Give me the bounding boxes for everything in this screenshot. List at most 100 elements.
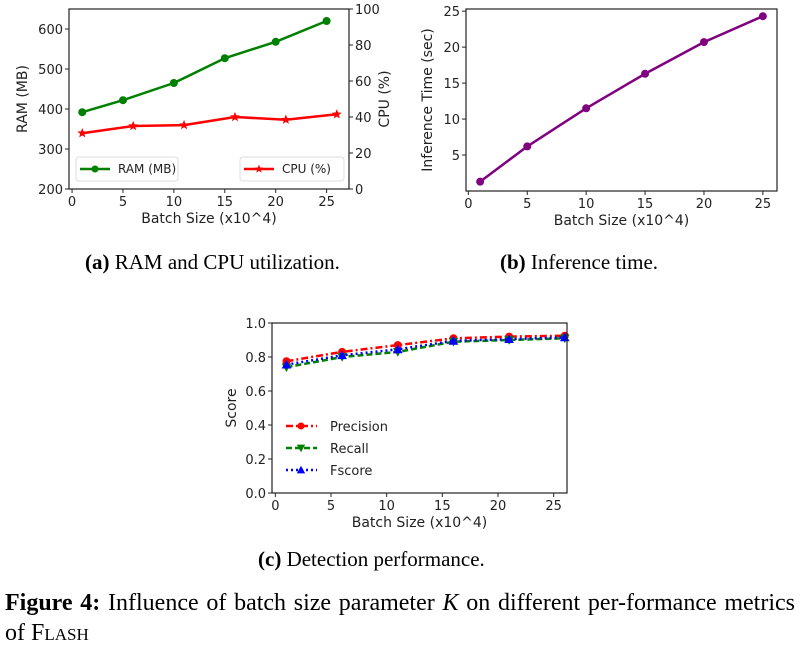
legend-marker — [254, 164, 264, 173]
legend-label: Precision — [330, 420, 388, 435]
figure-caption: Figure 4: Influence of batch size parame… — [5, 588, 795, 648]
data-point — [476, 177, 485, 186]
axes-frame — [271, 322, 568, 494]
y-axis-label: Score — [224, 388, 240, 427]
data-point — [758, 12, 767, 21]
series-line-ram-mb — [81, 19, 328, 114]
y-tick-label: 0.0 — [245, 487, 266, 502]
legend-label: Recall — [330, 442, 369, 457]
series-line-recall — [286, 337, 565, 369]
y-right-tick-label: 60 — [355, 75, 372, 90]
x-tick-label: 5 — [523, 197, 531, 212]
chart-detection-performance: 0 5 10 15 20 25 0.0 0.2 0.4 0.6 0.8 1.0 Batch Size (… — [224, 317, 570, 531]
figure-caption-text-before: Influence of batch size parameter — [100, 590, 443, 616]
data-point — [322, 17, 331, 25]
y-axis-label: Inference Time (sec) — [420, 28, 436, 171]
x-tick-label: 25 — [545, 499, 562, 514]
x-tick-label: 10 — [166, 195, 183, 210]
x-tick-label: 5 — [327, 499, 335, 514]
data-point — [281, 359, 292, 369]
y-right-axis-label: CPU (%) — [377, 70, 393, 127]
data-point — [337, 350, 347, 360]
x-tick-label: 0 — [464, 197, 472, 212]
y-right-tick-label: 20 — [355, 147, 372, 162]
data-point — [331, 109, 342, 119]
y-right-tick-label: 100 — [355, 3, 380, 18]
y-tick-label: 20 — [443, 41, 460, 56]
legend-box — [75, 156, 179, 182]
caption-c-text: Detection performance. — [281, 547, 485, 571]
y-tick-label: 15 — [443, 77, 460, 92]
data-point — [230, 111, 240, 122]
data-point — [523, 142, 532, 151]
y-right-tick-label: 40 — [355, 111, 372, 126]
data-point — [77, 128, 88, 138]
x-tick-label: 20 — [267, 195, 284, 210]
y-tick-label: 0.2 — [245, 453, 266, 468]
data-point — [128, 120, 139, 131]
y-tick-label: 5 — [452, 149, 460, 164]
x-tick-label: 25 — [755, 197, 772, 212]
x-tick-label: 15 — [217, 195, 234, 210]
y-tick-label: 10 — [443, 113, 460, 128]
chart-inference-time: 0 5 10 15 20 25 5 10 15 20 25 Batch Size (x10^4) Inf… — [420, 5, 778, 229]
caption-a-text: RAM and CPU utilization. — [109, 250, 340, 274]
x-tick-label: 10 — [578, 197, 595, 212]
x-axis-label: Batch Size (x10^4) — [141, 211, 277, 227]
y-axis-label: RAM (MB) — [15, 65, 31, 133]
axes-frame — [68, 8, 350, 190]
x-axis-label: Batch Size (x10^4) — [554, 213, 690, 229]
y-tick-label: 500 — [38, 63, 63, 78]
chart-ram-cpu: 0 5 10 15 20 25 200 300 400 500 600 0 20 40 60 80 100 Bat… — [15, 3, 393, 227]
x-tick-label: 0 — [68, 195, 76, 210]
x-tick-label: 15 — [434, 499, 451, 514]
series-line-fscore — [286, 336, 565, 366]
y-tick-label: 300 — [38, 143, 63, 158]
series-line-cpu — [82, 113, 337, 135]
legend-label: CPU (%) — [282, 162, 331, 176]
figure-caption-label: Figure 4: — [5, 590, 101, 616]
data-point — [78, 108, 87, 117]
x-tick-label: 20 — [490, 499, 507, 514]
data-point — [118, 96, 127, 105]
y-tick-label: 400 — [38, 103, 63, 118]
data-point — [699, 38, 708, 47]
x-tick-label: 5 — [119, 195, 127, 210]
legend-marker — [91, 165, 99, 173]
x-tick-label: 15 — [637, 197, 654, 212]
data-point — [271, 37, 280, 46]
y-tick-label: 0.6 — [245, 385, 266, 400]
data-point — [220, 54, 229, 63]
figure-caption-variable: K — [442, 590, 459, 616]
legend-marker — [296, 465, 306, 474]
y-tick-label: 25 — [443, 5, 460, 20]
legend-label: RAM (MB) — [118, 162, 176, 176]
y-tick-label: 0.4 — [245, 419, 266, 434]
y-tick-label: 200 — [38, 183, 63, 198]
legend-marker — [297, 422, 305, 430]
data-point — [169, 79, 178, 87]
caption-b: (b) Inference time. — [500, 250, 658, 275]
y-right-tick-label: 80 — [355, 39, 372, 54]
legend-box — [239, 156, 345, 182]
y-tick-label: 0.8 — [245, 351, 266, 366]
x-tick-label: 0 — [271, 499, 279, 514]
x-axis-label: Batch Size (x10^4) — [352, 515, 488, 531]
y-tick-label: 1.0 — [245, 317, 266, 332]
data-point — [179, 119, 189, 130]
legend-label: Fscore — [330, 464, 372, 479]
caption-c: (c) Detection performance. — [258, 547, 485, 572]
caption-c-label: (c) — [258, 547, 282, 571]
axes-frame — [465, 8, 778, 192]
data-point — [582, 104, 591, 113]
data-point — [448, 336, 459, 345]
y-right-tick-label: 0 — [355, 183, 363, 198]
x-tick-label: 20 — [696, 197, 713, 212]
data-point — [280, 114, 291, 124]
figure-caption-text-after: on different per-formance metrics of — [5, 590, 796, 646]
data-point — [504, 334, 514, 343]
caption-b-label: (b) — [500, 250, 526, 274]
y-tick-label: 600 — [38, 23, 63, 38]
x-tick-label: 25 — [318, 195, 335, 210]
